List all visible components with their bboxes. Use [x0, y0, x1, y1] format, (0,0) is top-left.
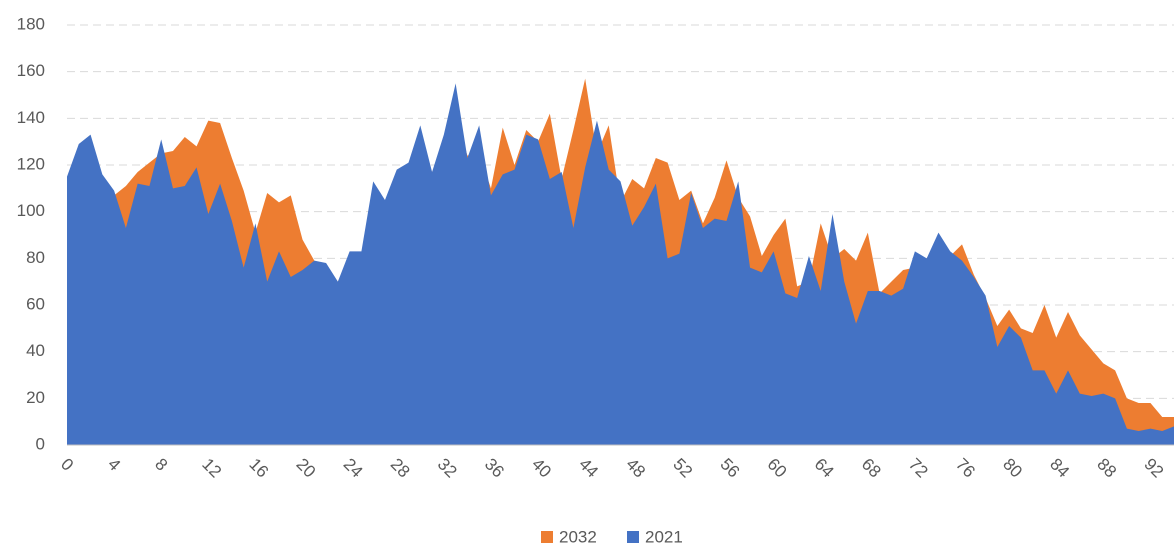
- legend-swatch: [541, 531, 553, 543]
- x-tick-label: 92: [1140, 455, 1167, 482]
- x-tick-label: 24: [340, 455, 367, 482]
- y-tick-label: 100: [17, 201, 45, 220]
- x-tick-label: 52: [669, 455, 696, 482]
- legend-swatch: [627, 531, 639, 543]
- legend-label: 2021: [645, 527, 683, 546]
- area: [67, 83, 1174, 445]
- x-tick-label: 68: [858, 455, 885, 482]
- x-tick-label: 12: [198, 455, 225, 482]
- x-tick-label: 28: [387, 455, 414, 482]
- x-tick-label: 76: [952, 455, 979, 482]
- y-tick-label: 120: [17, 154, 45, 173]
- y-tick-label: 20: [26, 388, 45, 407]
- x-tick-label: 36: [481, 455, 508, 482]
- y-tick-label: 0: [36, 434, 45, 453]
- x-tick-label: 16: [245, 455, 272, 482]
- x-tick-label: 64: [811, 455, 838, 482]
- x-tick-label: 0: [57, 455, 77, 475]
- x-tick-label: 20: [293, 455, 320, 482]
- y-tick-label: 180: [17, 14, 45, 33]
- x-tick-label: 88: [1093, 455, 1120, 482]
- y-tick-label: 40: [26, 341, 45, 360]
- x-tick-label: 72: [905, 455, 932, 482]
- x-tick-label: 40: [528, 455, 555, 482]
- x-tick-label: 60: [764, 455, 791, 482]
- y-tick-label: 80: [26, 248, 45, 267]
- y-tick-label: 160: [17, 61, 45, 80]
- y-tick-label: 140: [17, 108, 45, 127]
- x-tick-label: 56: [716, 455, 743, 482]
- x-tick-label: 8: [151, 455, 171, 475]
- x-tick-label: 32: [434, 455, 461, 482]
- x-tick-label: 84: [1046, 455, 1073, 482]
- x-tick-label: 48: [622, 455, 649, 482]
- x-tick-label: 44: [575, 455, 602, 482]
- legend-label: 2032: [559, 527, 597, 546]
- x-tick-label: 80: [999, 455, 1026, 482]
- y-tick-label: 60: [26, 294, 45, 313]
- x-tick-label: 4: [104, 455, 124, 475]
